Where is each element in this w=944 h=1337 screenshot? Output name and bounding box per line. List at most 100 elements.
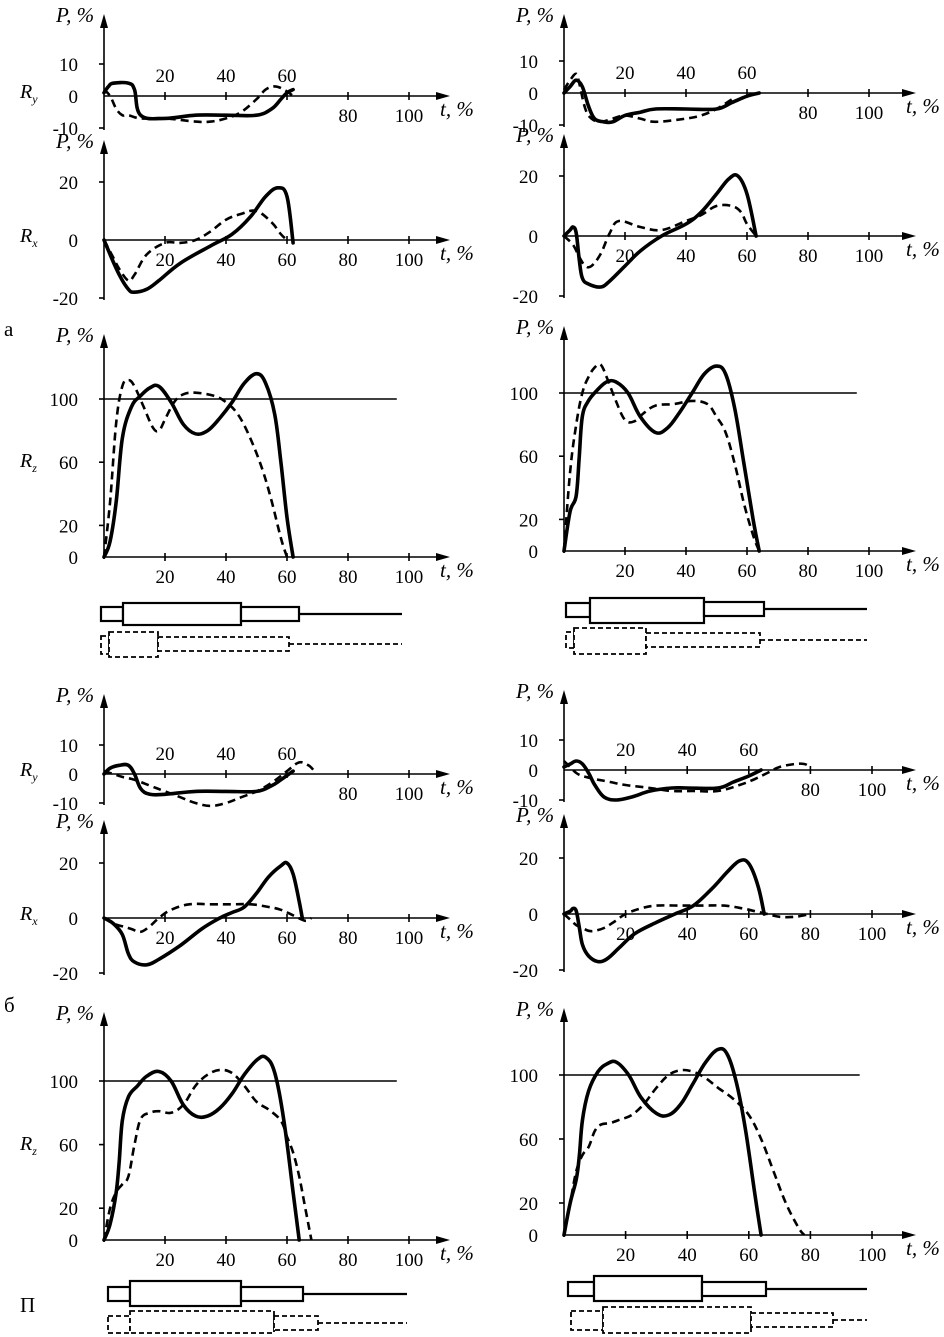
y-tick-label: 0 bbox=[69, 1231, 79, 1252]
series-line-dashed bbox=[562, 72, 733, 124]
y-tick-label: 0 bbox=[69, 765, 79, 786]
y-tick-label: 100 bbox=[50, 390, 79, 411]
x-tick-label: 40 bbox=[678, 740, 697, 761]
chart-a-left-Rz: P, % 100 60 20 0 20 40 60 80 100 t, % Rz bbox=[19, 323, 474, 588]
y-axis-arrow bbox=[560, 14, 568, 28]
y-axis-title: P, % bbox=[515, 3, 554, 27]
x-tick-label: 80 bbox=[339, 784, 358, 805]
series-line-dashed bbox=[102, 209, 288, 283]
chart-b-right-Rx: P, % 20 0 -20 20 40 60 80 100 t, % bbox=[513, 803, 940, 982]
y-tick-label: 100 bbox=[510, 1066, 539, 1087]
row-label: Ry bbox=[19, 81, 38, 106]
x-axis-title: t, % bbox=[906, 552, 940, 576]
series-line-solid bbox=[562, 1046, 763, 1237]
x-tick-label: 60 bbox=[278, 1250, 297, 1271]
gait-diagram-a-left bbox=[99, 601, 402, 658]
x-tick-label: 20 bbox=[156, 744, 175, 765]
x-tick-label: 60 bbox=[278, 567, 297, 588]
y-tick-label: 0 bbox=[69, 548, 79, 569]
series-line-dashed bbox=[562, 362, 761, 552]
x-axis-title: t, % bbox=[906, 771, 940, 795]
y-tick-label: 0 bbox=[529, 761, 539, 782]
y-axis-arrow bbox=[100, 694, 108, 708]
x-tick-label: 40 bbox=[678, 1245, 697, 1266]
series-line-dashed bbox=[102, 1068, 313, 1241]
series-line-solid bbox=[102, 1054, 301, 1242]
y-axis-arrow bbox=[100, 1012, 108, 1026]
chart-a-right-Rz: P, % 100 60 20 0 20 40 60 80 100 t, % bbox=[510, 315, 940, 582]
x-tick-label: 60 bbox=[739, 1245, 758, 1266]
y-tick-label: -10 bbox=[513, 116, 538, 137]
x-tick-label: 100 bbox=[395, 106, 424, 127]
y-tick-label: 60 bbox=[59, 1136, 78, 1157]
x-tick-label: 60 bbox=[738, 246, 757, 267]
y-tick-label: 10 bbox=[59, 55, 78, 76]
y-tick-label: -20 bbox=[53, 289, 78, 310]
series-line-solid bbox=[562, 173, 758, 289]
x-axis-title: t, % bbox=[440, 97, 474, 121]
x-axis-arrow bbox=[436, 553, 450, 561]
x-tick-label: 20 bbox=[616, 63, 635, 84]
y-tick-label: 100 bbox=[510, 384, 539, 405]
y-tick-label: -10 bbox=[53, 119, 78, 140]
y-tick-label: 0 bbox=[529, 542, 539, 563]
y-tick-label: -20 bbox=[513, 287, 538, 308]
x-tick-label: 100 bbox=[855, 561, 884, 582]
y-axis-title: P, % bbox=[55, 683, 94, 707]
y-axis-title: P, % bbox=[55, 809, 94, 833]
x-axis-title: t, % bbox=[906, 1236, 940, 1260]
y-axis-title: P, % bbox=[515, 123, 554, 147]
x-tick-label: 80 bbox=[339, 1250, 358, 1271]
x-tick-label: 80 bbox=[339, 567, 358, 588]
series-line-dashed bbox=[103, 902, 313, 934]
x-axis-arrow bbox=[902, 89, 916, 97]
chart-a-left-Rx: P, % 20 0 -20 20 40 60 80 100 t, % Rx bbox=[19, 129, 474, 310]
series-line-solid bbox=[102, 860, 305, 967]
row-label: Rx bbox=[19, 903, 38, 928]
y-tick-label: 0 bbox=[529, 84, 539, 105]
y-tick-label: -20 bbox=[513, 961, 538, 982]
x-tick-label: 20 bbox=[616, 740, 635, 761]
series-line-dashed bbox=[563, 203, 758, 269]
x-tick-label: 20 bbox=[616, 1245, 635, 1266]
x-tick-label: 100 bbox=[395, 567, 424, 588]
x-tick-label: 100 bbox=[858, 1245, 887, 1266]
y-axis-arrow bbox=[560, 814, 568, 828]
y-tick-label: 20 bbox=[59, 854, 78, 875]
x-axis-arrow bbox=[436, 92, 450, 100]
x-tick-label: 40 bbox=[677, 246, 696, 267]
y-axis-arrow bbox=[560, 690, 568, 704]
series-line-dashed bbox=[103, 760, 316, 808]
x-axis-title: t, % bbox=[906, 915, 940, 939]
y-axis-arrow bbox=[560, 1008, 568, 1022]
y-axis-arrow bbox=[100, 820, 108, 834]
x-tick-label: 80 bbox=[801, 924, 820, 945]
chart-b-right-Rz: P, % 100 60 20 0 20 40 60 80 100 t, % bbox=[510, 997, 940, 1266]
y-tick-label: 20 bbox=[59, 516, 78, 537]
series-line-solid bbox=[562, 364, 761, 553]
series-line-solid bbox=[102, 185, 295, 295]
series-line-solid bbox=[102, 371, 295, 559]
y-tick-label: 10 bbox=[59, 736, 78, 757]
x-tick-label: 60 bbox=[739, 924, 758, 945]
x-axis-title: t, % bbox=[440, 1241, 474, 1265]
x-axis-title: t, % bbox=[440, 558, 474, 582]
x-tick-label: 100 bbox=[855, 103, 884, 124]
y-axis-arrow bbox=[100, 334, 108, 348]
x-tick-label: 60 bbox=[738, 63, 757, 84]
y-axis-title: P, % bbox=[515, 803, 554, 827]
x-axis-arrow bbox=[902, 910, 916, 918]
x-tick-label: 40 bbox=[217, 567, 236, 588]
y-axis-arrow bbox=[560, 326, 568, 340]
row-label: Ry bbox=[19, 759, 38, 784]
series-line-dashed bbox=[103, 85, 294, 124]
x-tick-label: 80 bbox=[339, 250, 358, 271]
row-label: Rx bbox=[19, 225, 38, 250]
x-tick-label: 40 bbox=[217, 928, 236, 949]
y-tick-label: 10 bbox=[519, 731, 538, 752]
y-tick-label: 20 bbox=[519, 167, 538, 188]
x-axis-arrow bbox=[436, 1236, 450, 1244]
